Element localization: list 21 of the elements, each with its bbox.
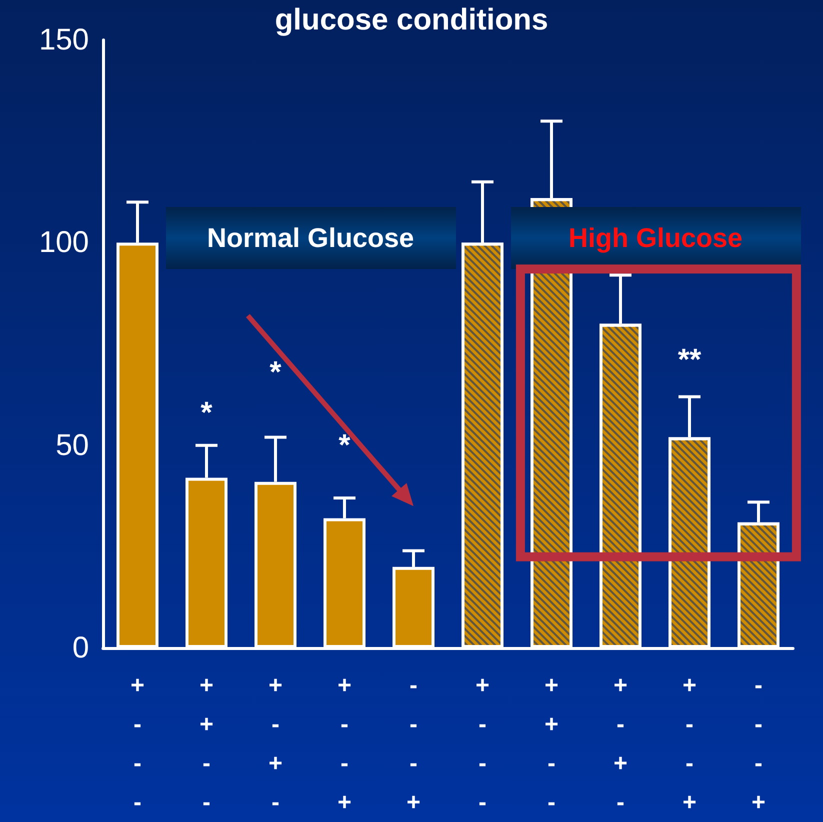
annotation: *	[200, 396, 213, 430]
x-tick-label: - - - +	[406, 672, 421, 816]
annotation: *	[270, 356, 282, 389]
x-tick-label: + + - -	[199, 672, 214, 816]
x-tick-label: + - - +	[682, 672, 697, 816]
y-tick-label: 100	[38, 226, 89, 260]
label-box: Normal Glucose	[166, 207, 456, 269]
y-tick-label: 150	[38, 24, 89, 56]
chart-title: glucose conditions	[274, 4, 548, 36]
x-tick-label: + + - -	[544, 672, 559, 816]
annotation: **	[678, 344, 702, 377]
x-tick-label: - - - +	[751, 672, 766, 816]
y-tick-label: 0	[72, 632, 89, 664]
y-tick-label: 50	[56, 428, 89, 462]
x-tick-label: + - - -	[130, 672, 145, 816]
label-box: High Glucose	[510, 207, 800, 269]
x-tick-label: + - + -	[613, 672, 628, 816]
annotation: *	[338, 428, 351, 462]
x-tick-label: + - - -	[475, 672, 490, 816]
x-tick-label: + - - +	[337, 672, 352, 816]
x-tick-label: + - + -	[268, 672, 283, 816]
